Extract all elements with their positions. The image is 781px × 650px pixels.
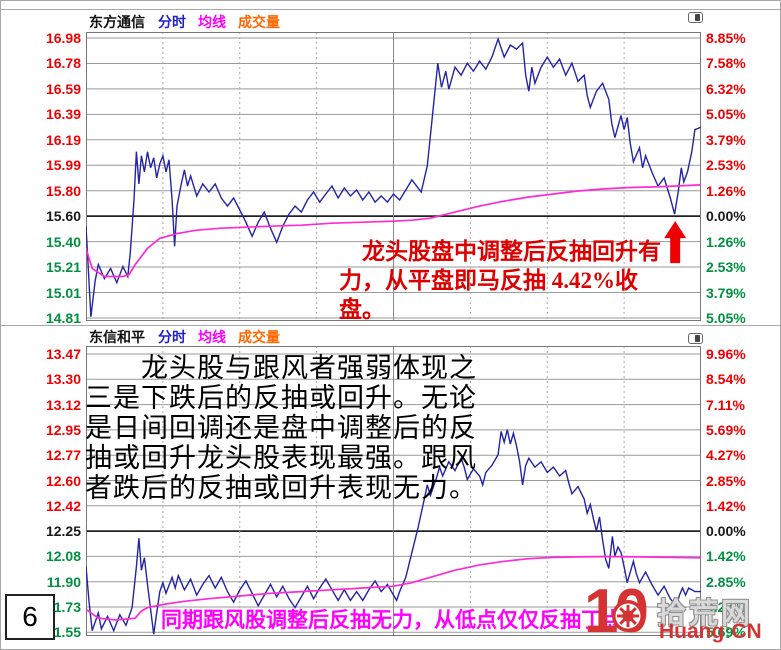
percent-axis-label: 7.11% [706, 396, 745, 413]
percent-axis-label: 5.69% [706, 624, 746, 641]
percent-axis-label: 2.53% [706, 157, 746, 174]
tab-fenshi-bottom[interactable]: 分时 [158, 329, 186, 345]
percent-axis-label: 2.85% [706, 472, 746, 489]
price-axis-label: 11.55 [46, 624, 81, 641]
price-axis-label: 16.39 [45, 106, 81, 123]
price-axis-label: 13.12 [45, 396, 81, 413]
battery-icon[interactable] [688, 333, 703, 344]
price-line [85, 429, 701, 635]
percent-axis-label: 4.27% [706, 599, 746, 615]
price-axis-label: 15.80 [45, 182, 81, 199]
price-axis-label: 13.30 [45, 371, 81, 388]
up-arrow-icon [664, 221, 687, 264]
price-axis-label: 15.60 [45, 208, 81, 225]
watermark-site-name: 拾荒网 [657, 598, 754, 630]
percent-axis-label: 8.85% [706, 30, 746, 46]
percent-axis-label: 1.26% [706, 182, 746, 199]
chart-canvas [85, 32, 702, 321]
price-axis-label: 16.19 [45, 131, 81, 148]
price-axis-label: 12.25 [45, 523, 81, 540]
price-line [85, 36, 702, 317]
price-axis-label: 12.95 [45, 421, 81, 438]
intraday-chart-bottom [85, 346, 702, 636]
percent-axis-label: 5.69% [706, 421, 746, 438]
percent-axis-label: 5.05% [706, 309, 746, 326]
percent-axis-label: 0.00% [706, 523, 746, 540]
annotation-explanation: 龙头股与跟风者强弱体现之 三是下跌后的反抽或回升。无论 是日间回调还是盘中调整后… [85, 353, 477, 503]
tab-chengjiaoliang-bottom[interactable]: 成交量 [238, 329, 280, 345]
percent-axis-label: 8.54% [706, 371, 746, 388]
gear-icon [612, 600, 644, 632]
tab-fenshi-top[interactable]: 分时 [158, 14, 186, 30]
tab-junxian-bottom[interactable]: 均线 [198, 329, 226, 345]
percent-axis-label: 6.32% [706, 80, 746, 97]
price-axis-label: 15.01 [45, 284, 81, 301]
price-axis-label: 12.08 [45, 548, 81, 565]
chart-canvas [85, 346, 702, 636]
price-axis-label: 16.98 [45, 30, 81, 46]
stock-name-bottom: 东信和平 [89, 329, 145, 345]
page-number: 6 [22, 601, 38, 632]
annotation-follower-weak: 同期跟风股调整后反抽无力，从低点仅仅反抽丁点 [161, 608, 623, 632]
price-axis-label: 12.60 [45, 472, 81, 489]
percent-axis-label: 9.96% [706, 346, 746, 362]
percent-axis-label: 2.85% [706, 573, 746, 590]
watermark: 10 拾荒网 Huang:CN [581, 580, 780, 649]
top-divider [1, 9, 780, 10]
percent-axis-label: 3.79% [706, 131, 746, 148]
percent-axis-label: 2.53% [706, 259, 746, 276]
percent-axis-label: 1.42% [706, 497, 746, 514]
price-axis-label: 15.40 [45, 233, 81, 250]
price-axis-label: 12.77 [45, 447, 81, 464]
panel-divider [1, 325, 780, 326]
percent-axis-label: 5.05% [706, 106, 746, 123]
battery-icon[interactable] [688, 12, 703, 23]
battery-fill-icon [695, 14, 700, 21]
tab-junxian-top[interactable]: 均线 [198, 14, 226, 30]
percent-axis-label: 7.58% [706, 55, 746, 72]
price-axis-label: 12.42 [45, 497, 81, 514]
watermark-domain-right: CN [731, 620, 762, 643]
watermark-domain: Huang:CN [659, 620, 762, 644]
stock-name-top: 东方通信 [89, 14, 145, 30]
average-line [85, 184, 702, 278]
page-number-box: 6 [5, 594, 55, 640]
watermark-domain-left: Huang [659, 620, 725, 643]
price-axis-label: 15.99 [45, 157, 81, 174]
percent-axis-label: 3.79% [706, 284, 746, 301]
price-axis-label: 11.90 [46, 573, 81, 590]
price-axis-label: 16.59 [45, 80, 81, 97]
tab-chengjiaoliang-top[interactable]: 成交量 [238, 14, 280, 30]
battery-fill-icon [695, 335, 700, 342]
percent-axis-label: 0.00% [706, 208, 746, 225]
annotation-leader-rebound: 龙头股盘中调整后反抽回升有 力，从平盘即马反抽 4.42%收盘。 [339, 239, 661, 322]
price-axis-label: 16.78 [45, 55, 81, 72]
percent-axis-label: 1.26% [706, 233, 746, 250]
percent-axis-label: 4.27% [706, 447, 746, 464]
price-axis-label: 11.73 [46, 599, 81, 615]
price-axis-label: 15.21 [45, 259, 81, 276]
average-line [85, 555, 702, 621]
watermark-domain-colon: : [724, 620, 732, 643]
price-axis-label: 14.81 [45, 309, 81, 326]
percent-axis-label: 1.42% [706, 548, 746, 565]
price-axis-label: 13.47 [45, 346, 81, 362]
intraday-chart-top [85, 32, 702, 321]
